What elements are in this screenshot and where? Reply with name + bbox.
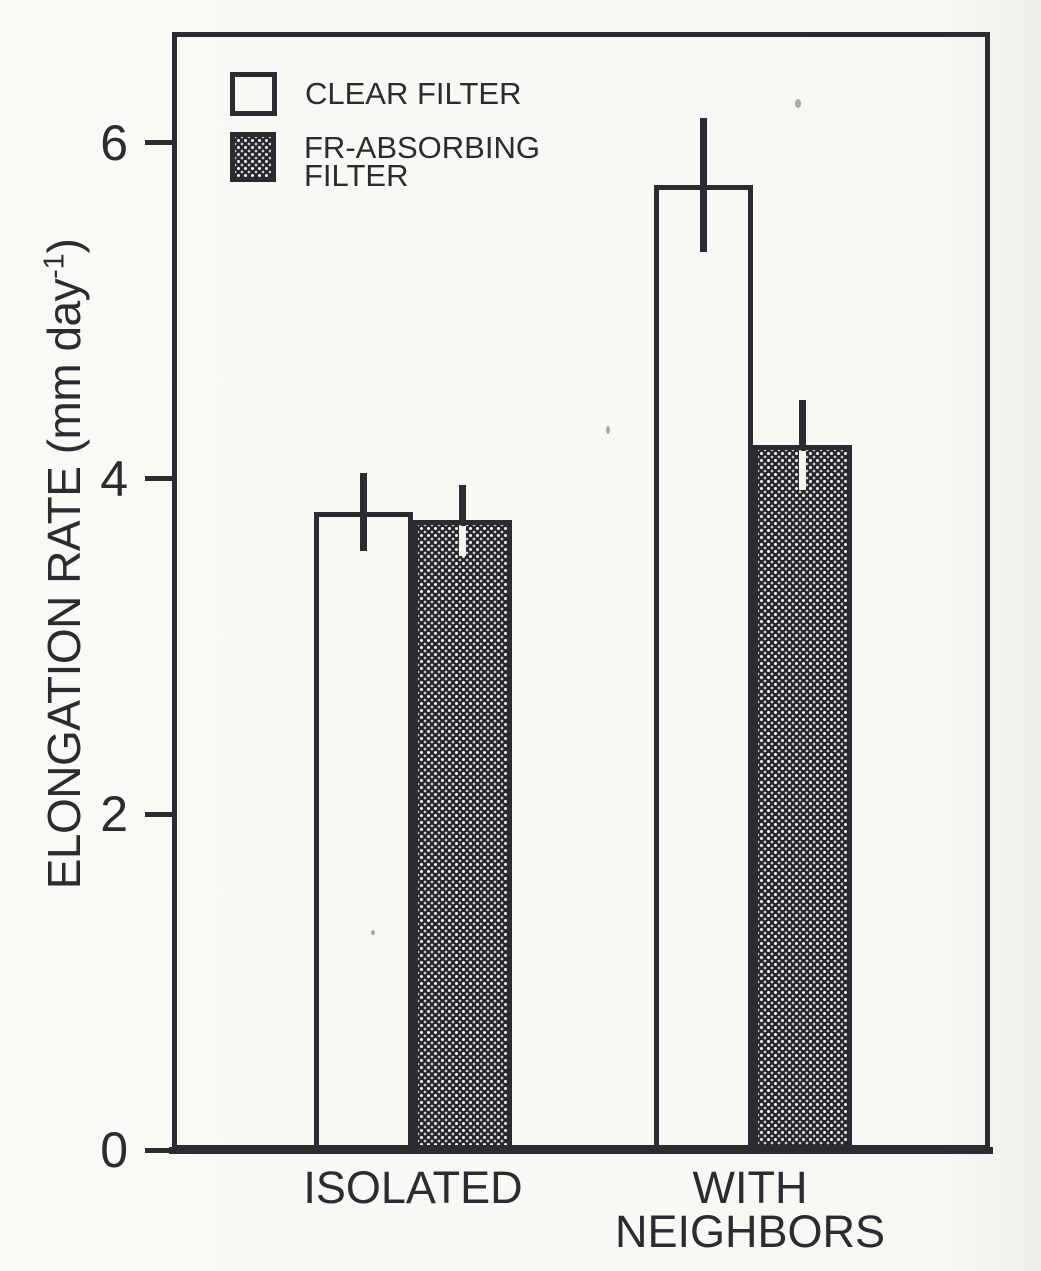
x-category-label-with-neighbors: WITH NEIGHBORS bbox=[614, 1162, 886, 1257]
x-category-label-isolated: ISOLATED bbox=[303, 1162, 523, 1213]
bar-clear-filter-with-neighbors bbox=[654, 184, 753, 1150]
error-bar-clear-filter-with-neighbors bbox=[700, 117, 707, 252]
fr-absorbing-filter-swatch-icon bbox=[230, 132, 276, 182]
y-tick-label-0: 0 bbox=[100, 1122, 128, 1178]
y-axis-title-superscript: -1 bbox=[38, 253, 71, 279]
error-bar-lower-fr-absorbing-filter-with-neighbors bbox=[799, 450, 806, 491]
legend-item-fr-absorbing-filter: FR-ABSORBING FILTER bbox=[230, 132, 540, 193]
bar-fr-absorbing-filter-with-neighbors bbox=[753, 444, 852, 1150]
legend-label-fr-absorbing-line2: FILTER bbox=[304, 158, 409, 193]
error-bar-clear-filter-isolated bbox=[360, 473, 367, 551]
y-tick-label-6: 6 bbox=[100, 114, 128, 171]
scan-speck bbox=[795, 99, 801, 108]
y-axis-title-close: ) bbox=[38, 238, 90, 254]
scan-speck bbox=[606, 426, 610, 434]
y-tick-6 bbox=[145, 140, 172, 146]
legend-label-fr-absorbing-line1: FR-ABSORBING bbox=[304, 130, 540, 165]
error-bar-upper-fr-absorbing-filter-isolated bbox=[459, 485, 466, 523]
legend-label-clear-filter: CLEAR FILTER bbox=[305, 76, 522, 111]
clear-filter-swatch-icon bbox=[230, 72, 277, 116]
bar-clear-filter-isolated bbox=[314, 512, 413, 1150]
legend-label-fr-absorbing-filter: FR-ABSORBING FILTER bbox=[304, 132, 540, 193]
x-axis-line bbox=[169, 1146, 993, 1154]
y-tick-0 bbox=[145, 1147, 172, 1153]
y-tick-label-4: 4 bbox=[100, 450, 128, 507]
y-tick-label-2: 2 bbox=[100, 786, 128, 843]
scan-speck bbox=[371, 930, 375, 935]
y-tick-4 bbox=[145, 476, 172, 482]
legend-item-clear-filter: CLEAR FILTER bbox=[230, 72, 521, 116]
bar-fr-absorbing-filter-isolated bbox=[413, 520, 512, 1150]
error-bar-lower-fr-absorbing-filter-isolated bbox=[459, 526, 466, 556]
error-bar-upper-fr-absorbing-filter-with-neighbors bbox=[799, 399, 806, 447]
plot-frame bbox=[172, 32, 990, 1150]
y-tick-2 bbox=[145, 811, 172, 817]
